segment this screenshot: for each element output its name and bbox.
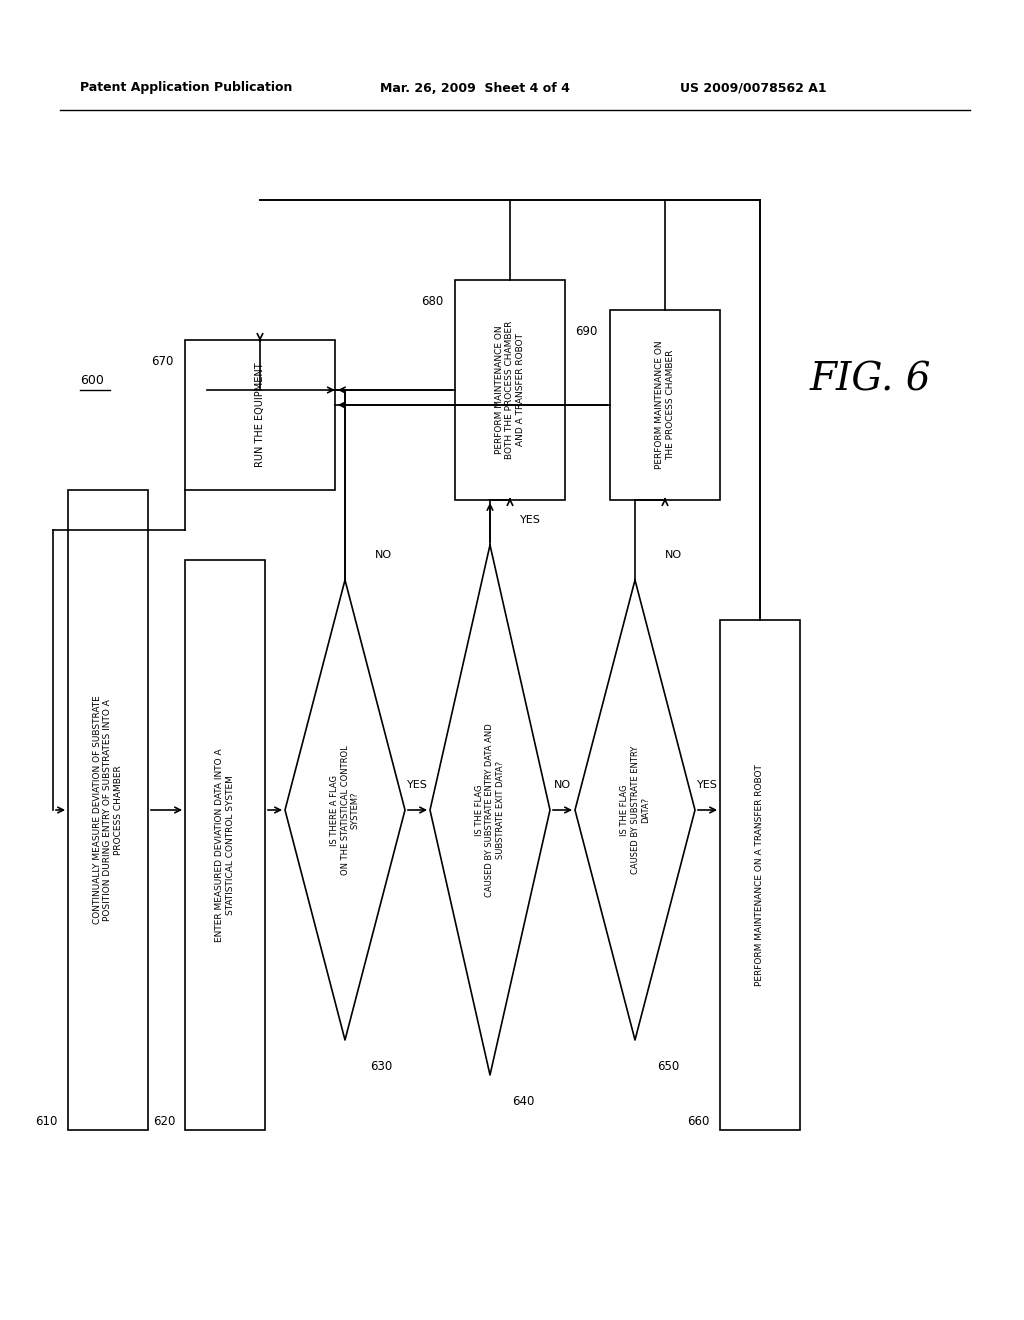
Text: NO: NO bbox=[375, 550, 392, 560]
Text: US 2009/0078562 A1: US 2009/0078562 A1 bbox=[680, 82, 826, 95]
Text: CONTINUALLY MEASURE DEVIATION OF SUBSTRATE
POSITION DURING ENTRY OF SUBSTRATES I: CONTINUALLY MEASURE DEVIATION OF SUBSTRA… bbox=[93, 696, 123, 924]
Text: Patent Application Publication: Patent Application Publication bbox=[80, 82, 293, 95]
Text: PERFORM MAINTENANCE ON A TRANSFER ROBOT: PERFORM MAINTENANCE ON A TRANSFER ROBOT bbox=[756, 764, 765, 986]
Bar bbox=[185, 341, 335, 490]
Text: PERFORM MAINTENANCE ON
BOTH THE PROCESS CHAMBER
AND A TRANSFER ROBOT: PERFORM MAINTENANCE ON BOTH THE PROCESS … bbox=[495, 321, 525, 459]
Text: IS THE FLAG
CAUSED BY SUBSTRATE ENTRY DATA AND
SUBSTRATE EXIT DATA?: IS THE FLAG CAUSED BY SUBSTRATE ENTRY DA… bbox=[475, 723, 505, 896]
Text: IS THE FLAG
CAUSED BY SUBSTRATE ENTRY
DATA?: IS THE FLAG CAUSED BY SUBSTRATE ENTRY DA… bbox=[621, 746, 650, 874]
Text: Mar. 26, 2009  Sheet 4 of 4: Mar. 26, 2009 Sheet 4 of 4 bbox=[380, 82, 570, 95]
Text: YES: YES bbox=[407, 780, 427, 789]
Text: 650: 650 bbox=[657, 1060, 679, 1073]
Text: IS THERE A FLAG
ON THE STATISTICAL CONTROL
SYSTEM?: IS THERE A FLAG ON THE STATISTICAL CONTR… bbox=[330, 744, 359, 875]
Text: 600: 600 bbox=[80, 374, 103, 387]
Text: RUN THE EQUIPMENT: RUN THE EQUIPMENT bbox=[255, 363, 265, 467]
Text: YES: YES bbox=[696, 780, 718, 789]
Text: 690: 690 bbox=[575, 325, 598, 338]
Text: 660: 660 bbox=[688, 1115, 710, 1129]
Text: NO: NO bbox=[553, 780, 570, 789]
Bar bbox=[455, 280, 565, 500]
Bar bbox=[68, 490, 148, 1130]
Bar bbox=[720, 620, 800, 1130]
Polygon shape bbox=[575, 579, 695, 1040]
Bar bbox=[185, 560, 265, 1130]
Text: FIG. 6: FIG. 6 bbox=[809, 362, 931, 399]
Text: 640: 640 bbox=[512, 1096, 535, 1107]
Text: 610: 610 bbox=[36, 1115, 58, 1129]
Text: ENTER MEASURED DEVIATION DATA INTO A
STATISTICAL CONTROL SYSTEM: ENTER MEASURED DEVIATION DATA INTO A STA… bbox=[215, 748, 234, 941]
Bar bbox=[610, 310, 720, 500]
Polygon shape bbox=[285, 579, 406, 1040]
Text: PERFORM MAINTENANCE ON
THE PROCESS CHAMBER: PERFORM MAINTENANCE ON THE PROCESS CHAMB… bbox=[655, 341, 675, 470]
Text: YES: YES bbox=[520, 515, 541, 525]
Text: NO: NO bbox=[665, 550, 682, 560]
Polygon shape bbox=[430, 545, 550, 1074]
Text: 670: 670 bbox=[151, 355, 173, 368]
Text: 620: 620 bbox=[153, 1115, 175, 1129]
Text: 680: 680 bbox=[421, 294, 443, 308]
Text: 630: 630 bbox=[370, 1060, 392, 1073]
